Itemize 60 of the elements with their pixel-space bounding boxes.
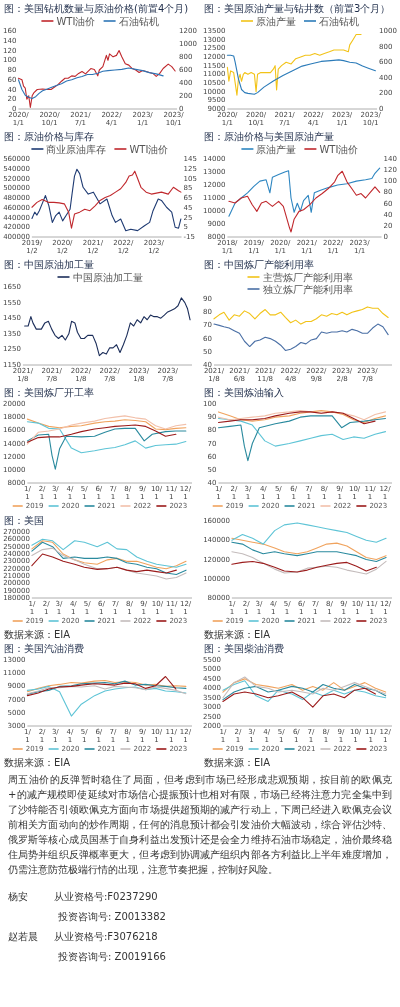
line-series — [226, 33, 362, 96]
legend-label: 中国原油加工量 — [72, 271, 143, 283]
chart-title: 图：原油价格与库存 — [4, 130, 94, 142]
chart-title: 图：美国柴油消费 — [204, 642, 284, 654]
line-series — [213, 306, 389, 325]
legend-label: 独立炼厂产能利用率 — [262, 283, 353, 295]
chart-title: 图：美国炼油输入 — [204, 386, 284, 398]
chart-title: 图：中国炼厂产能利用率 — [204, 258, 314, 270]
chart-title: 图：美国钻机数量与原油价格(前置4个月) — [4, 2, 189, 14]
line-series — [26, 418, 187, 431]
chart-title: 图：美国原油产量与钻井数（前置3个月） — [204, 2, 391, 14]
line-series — [26, 675, 177, 697]
text: 杨安 — [8, 890, 28, 904]
text: 从业资格号:F0237290 — [54, 890, 158, 904]
source-note: 数据来源：EIA — [4, 628, 71, 640]
line-series — [228, 170, 381, 233]
legend-label: 主营炼厂产能利用率 — [262, 271, 353, 283]
line-series — [24, 297, 191, 357]
line-series — [226, 54, 376, 95]
line-series — [26, 685, 187, 717]
line-series — [231, 522, 387, 545]
legend-label: 原油产量 — [256, 143, 297, 155]
line-series — [31, 541, 187, 576]
source-note: 数据来源：EIA — [204, 756, 271, 768]
chart-title: 图：美国 — [4, 514, 44, 526]
line-series — [217, 417, 387, 447]
legend-label: 原油产量 — [256, 15, 296, 27]
line-series — [26, 427, 187, 470]
line-series — [231, 560, 377, 573]
line-series — [228, 167, 381, 217]
chart-title: 图：中国原油加工量 — [4, 258, 94, 270]
chart-title: 图：美国汽油消费 — [4, 642, 84, 654]
line-series — [222, 687, 377, 708]
legend-label: WTI油价 — [56, 15, 96, 27]
line-series — [222, 678, 387, 693]
line-series — [217, 415, 387, 462]
legend-label: 石油钻机 — [319, 15, 359, 27]
text: 投资咨询号: Z0019166 — [58, 950, 166, 964]
line-series — [17, 49, 176, 109]
legend-label: WTI油价 — [129, 143, 169, 155]
line-series — [217, 411, 376, 425]
chart-title: 图：原油价格与美国原油产量 — [204, 130, 334, 142]
source-note: 数据来源：EIA — [4, 756, 71, 768]
chart-title: 图：美国炼厂开工率 — [4, 386, 94, 398]
line-series — [26, 415, 187, 445]
legend-label: 商业原油库存 — [46, 143, 107, 155]
text: 投资咨询号: Z0013382 — [58, 910, 166, 924]
legend-label: WTI油价 — [319, 143, 359, 155]
legend-label: 石油钻机 — [118, 15, 159, 27]
line-series — [213, 323, 389, 352]
line-series — [31, 553, 177, 574]
text: 赵若晨 — [8, 930, 38, 944]
text: 周五油价的反弹暂时稳住了局面，但考虑到市场已经形成悲观预期，按目前的欧佩克+的减产规模即使延续对市场信心提振预计也相对有限，市场已经将注意力完全集中到了沙特能否引领欧佩克方面向市场提供超预期的减产行动上，下周已经进入欧佩克会议前相关方面动向的炒作周期，任何的消息预计都会引发油价大幅波动，综合评估沙特、俄罗斯等核心成员国基于自身利益出发预计还是会全力维持石油市场稳定，油价最终稳住局势并组织反弹概率更大，但考虑到协调减产组织内部各方利益比上半年难度增加，仍需注意防范极端行情的出现，注意节奏把握，控制好风险。 — [8, 773, 392, 877]
text: 从业资格号:F3076218 — [54, 930, 158, 944]
line-series — [26, 685, 187, 695]
line-series — [231, 551, 387, 575]
source-note: 数据来源：EIA — [204, 628, 271, 640]
line-series — [26, 421, 187, 454]
line-series — [26, 424, 177, 443]
line-series — [17, 67, 164, 100]
